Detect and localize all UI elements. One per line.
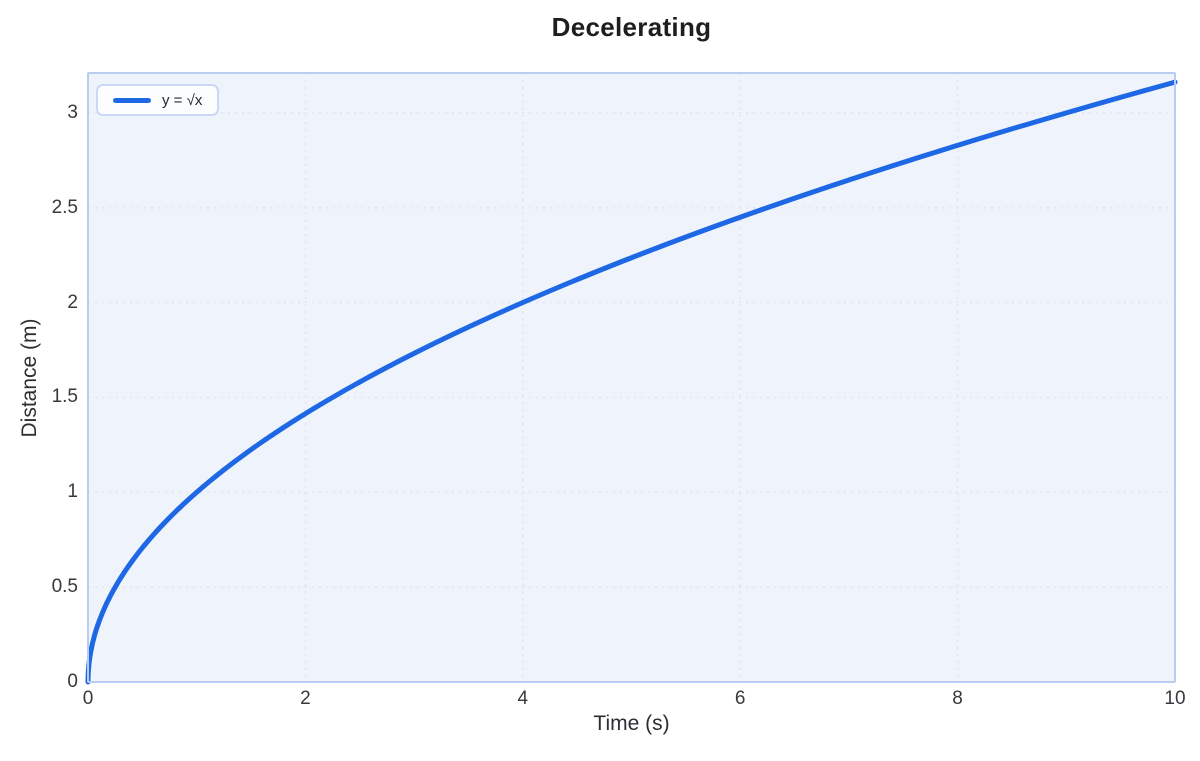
legend-line-swatch <box>113 97 151 103</box>
y-axis-label: Distance (m) <box>18 318 41 438</box>
y-tick-label: 2.5 <box>51 196 78 218</box>
x-tick-label: 2 <box>300 688 311 709</box>
plot-background <box>88 73 1175 682</box>
x-tick-label: 10 <box>1164 688 1186 709</box>
y-tick-label: 1 <box>67 481 78 503</box>
x-tick-label: 6 <box>734 688 746 709</box>
x-axis-label: Time (s) <box>593 712 670 735</box>
y-tick-label: 1.5 <box>51 386 78 408</box>
legend: y = √x <box>96 84 220 116</box>
y-tick-label: 3 <box>67 101 78 123</box>
y-tick-label: 0.5 <box>51 576 78 598</box>
series-line <box>85 79 1178 685</box>
x-tick-label: 4 <box>517 688 529 709</box>
plot-border <box>87 72 1176 683</box>
y-tick-label: 2 <box>67 291 78 313</box>
y-tick-label: 0 <box>67 671 78 692</box>
x-tick-label: 8 <box>952 688 963 709</box>
x-tick-label: 0 <box>82 688 94 709</box>
chart-title: Decelerating <box>551 12 712 42</box>
legend-label: y = √x <box>162 91 203 109</box>
